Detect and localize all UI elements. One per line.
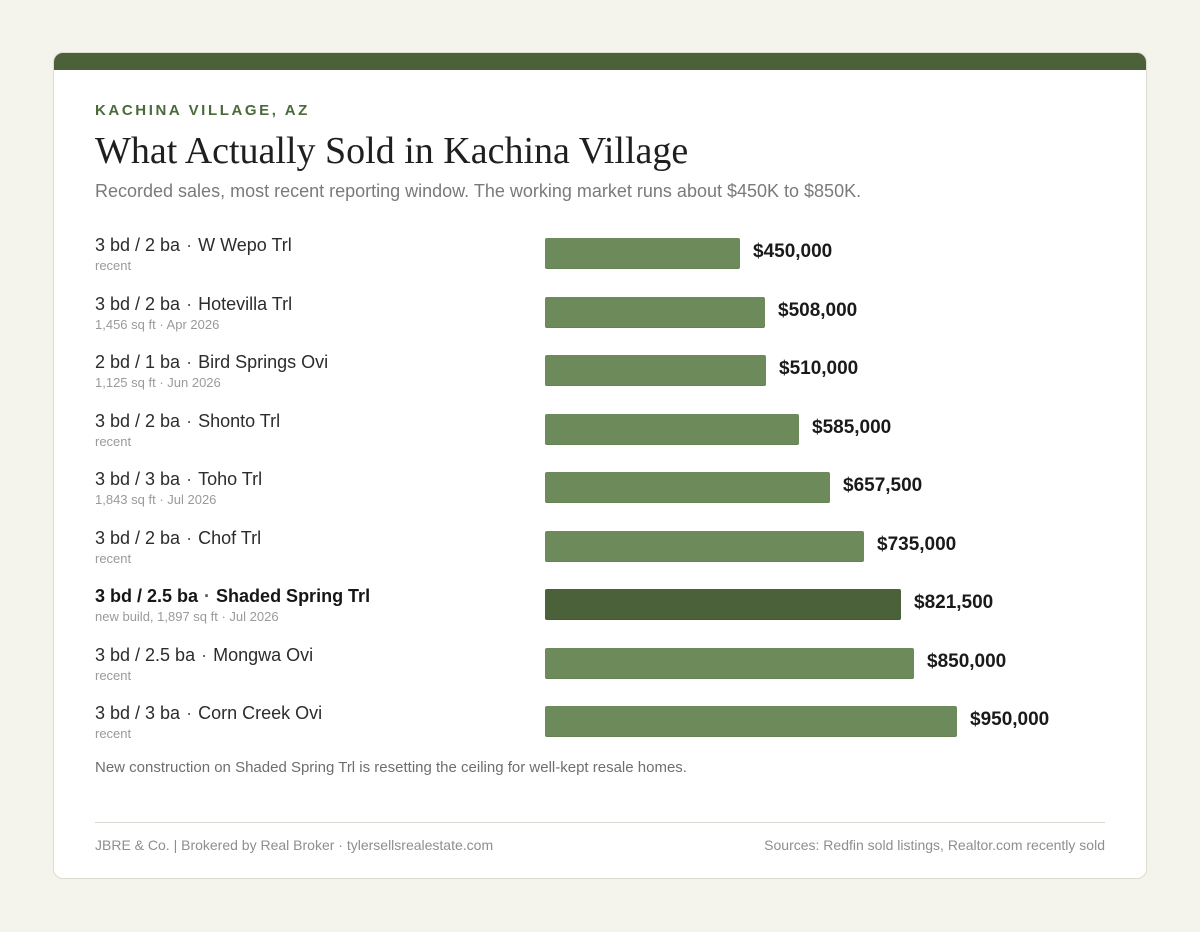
footer-sources: Sources: Redfin sold listings, Realtor.c… bbox=[764, 837, 1105, 853]
bar-value-label: $850,000 bbox=[927, 650, 1007, 672]
dot-separator: · bbox=[186, 235, 193, 255]
bed-bath-text: 3 bd / 2 ba bbox=[95, 410, 181, 431]
bed-bath-text: 3 bd / 2 ba bbox=[95, 235, 181, 255]
bar-chart: 3 bd / 2 ba · W Wepo Trl recent $450,000 3 bd… bbox=[54, 53, 1146, 878]
table-row: 3 bd / 2.5 ba · Shaded Spring Trl new build… bbox=[54, 586, 1146, 644]
bar-value-label: $508,000 bbox=[778, 299, 858, 321]
street-name: Corn Creek Ovi bbox=[198, 703, 323, 723]
location-eyebrow: KACHINA VILLAGE, AZ bbox=[95, 102, 310, 119]
bar bbox=[545, 706, 957, 737]
bar bbox=[545, 530, 864, 562]
bar-value-label: $585,000 bbox=[812, 416, 892, 438]
footer-credits: JBRE & Co. | Brokered by Real Broker · t… bbox=[95, 837, 494, 853]
bed-bath-text: 3 bd / 3 ba bbox=[95, 469, 181, 489]
row-label: 3 bd / 2 ba · Shonto Trl bbox=[95, 411, 280, 432]
bar bbox=[545, 355, 766, 386]
bar bbox=[545, 647, 914, 679]
row-label: 3 bd / 2 ba · Chof Trl bbox=[95, 528, 261, 549]
street-name: Mongwa Ovi bbox=[213, 644, 314, 665]
bar-value-label: $657,500 bbox=[843, 475, 923, 496]
bar-value-label: $510,000 bbox=[779, 358, 859, 379]
row-detail: recent bbox=[95, 550, 132, 566]
row-detail: 1,456 sq ft · Apr 2026 bbox=[95, 316, 220, 332]
row-detail: 1,843 sq ft · Jul 2026 bbox=[95, 492, 217, 507]
row-label: 3 bd / 2.5 ba · Mongwa Ovi bbox=[95, 645, 313, 666]
dot-separator: · bbox=[186, 527, 193, 548]
bar bbox=[545, 238, 740, 269]
street-name: Shaded Spring Trl bbox=[216, 586, 371, 606]
footer-divider bbox=[95, 822, 1105, 823]
bar-value-label: $735,000 bbox=[877, 533, 957, 555]
row-label: 3 bd / 2.5 ba · Shaded Spring Trl bbox=[95, 586, 370, 607]
dot-separator: · bbox=[201, 644, 208, 665]
bar bbox=[545, 589, 901, 620]
bed-bath-text: 3 bd / 2 ba bbox=[95, 527, 181, 548]
dot-separator: · bbox=[186, 703, 193, 723]
street-name: Bird Springs Ovi bbox=[198, 352, 329, 372]
row-label: 3 bd / 2 ba · W Wepo Trl bbox=[95, 235, 292, 256]
dot-separator: · bbox=[186, 469, 193, 489]
row-detail: 1,125 sq ft · Jun 2026 bbox=[95, 375, 221, 390]
bed-bath-text: 2 bd / 1 ba bbox=[95, 352, 181, 372]
row-label: 3 bd / 2 ba · Hotevilla Trl bbox=[95, 294, 292, 315]
bed-bath-text: 3 bd / 2.5 ba bbox=[95, 586, 199, 606]
chart-note: New construction on Shaded Spring Trl is… bbox=[95, 759, 687, 776]
street-name: W Wepo Trl bbox=[198, 235, 292, 255]
row-detail: recent bbox=[95, 433, 132, 449]
chart-card: KACHINA VILLAGE, AZ What Actually Sold i… bbox=[53, 52, 1147, 879]
street-name: Toho Trl bbox=[198, 469, 263, 489]
bar bbox=[545, 472, 830, 503]
table-row: 3 bd / 2 ba · Shonto Trl recent $585,000 bbox=[54, 411, 1146, 469]
row-detail: recent bbox=[95, 667, 132, 683]
row-label: 2 bd / 1 ba · Bird Springs Ovi bbox=[95, 352, 328, 373]
page-subtitle: Recorded sales, most recent reporting wi… bbox=[95, 181, 862, 201]
bed-bath-text: 3 bd / 3 ba bbox=[95, 703, 181, 723]
row-label: 3 bd / 3 ba · Toho Trl bbox=[95, 469, 262, 490]
dot-separator: · bbox=[186, 293, 193, 314]
dot-separator: · bbox=[186, 352, 193, 372]
row-detail: recent bbox=[95, 258, 132, 273]
row-detail: new build, 1,897 sq ft · Jul 2026 bbox=[95, 609, 279, 624]
table-row: 3 bd / 2 ba · W Wepo Trl recent $450,000 bbox=[54, 235, 1146, 293]
table-row: 3 bd / 3 ba · Toho Trl 1,843 sq ft · Jul 20… bbox=[54, 469, 1146, 527]
table-row: 3 bd / 2 ba · Chof Trl recent $735,000 bbox=[54, 528, 1146, 586]
row-detail: recent bbox=[95, 726, 132, 741]
bar bbox=[545, 413, 799, 445]
bed-bath-text: 3 bd / 2 ba bbox=[95, 293, 181, 314]
row-label: 3 bd / 3 ba · Corn Creek Ovi bbox=[95, 703, 322, 724]
street-name: Chof Trl bbox=[198, 527, 262, 548]
bar bbox=[545, 296, 765, 328]
accent-bar bbox=[54, 53, 1146, 70]
street-name: Hotevilla Trl bbox=[198, 293, 293, 314]
street-name: Shonto Trl bbox=[198, 410, 281, 431]
table-row: 3 bd / 2.5 ba · Mongwa Ovi recent $850,000 bbox=[54, 645, 1146, 703]
page-title: What Actually Sold in Kachina Village bbox=[95, 130, 689, 172]
bar-value-label: $950,000 bbox=[970, 709, 1050, 730]
dot-separator: · bbox=[186, 410, 193, 431]
bar-value-label: $450,000 bbox=[753, 241, 833, 262]
table-row: 3 bd / 3 ba · Corn Creek Ovi recent $950,000 bbox=[54, 703, 1146, 761]
bed-bath-text: 3 bd / 2.5 ba bbox=[95, 644, 196, 665]
table-row: 2 bd / 1 ba · Bird Springs Ovi 1,125 sq ft … bbox=[54, 352, 1146, 410]
dot-separator: · bbox=[204, 586, 211, 606]
table-row: 3 bd / 2 ba · Hotevilla Trl 1,456 sq ft · A… bbox=[54, 294, 1146, 352]
bar-value-label: $821,500 bbox=[914, 592, 994, 613]
